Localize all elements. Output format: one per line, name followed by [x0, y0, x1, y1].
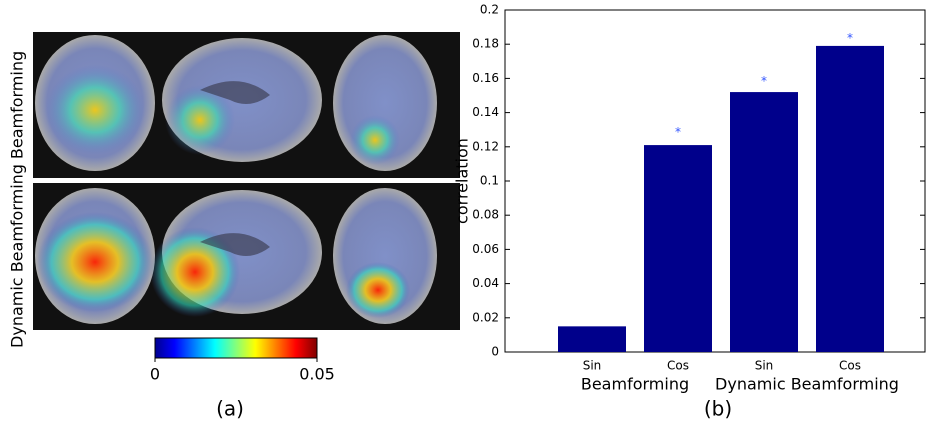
figure: Beamforming Dynamic Beamforming (a) (b) …	[0, 0, 931, 430]
significance-marker: *	[761, 74, 767, 88]
page: Beamforming Dynamic Beamforming (a) (b) …	[0, 0, 931, 430]
significance-marker: *	[847, 31, 853, 45]
y-tick-label: 0.18	[472, 37, 499, 51]
colorbar-tick-label: 0.05	[299, 365, 335, 384]
colorbar-tick-label: 0	[150, 365, 160, 384]
caption: (a)	[216, 397, 244, 421]
y-tick-label: 0.16	[472, 71, 499, 85]
y-tick-label: 0.12	[472, 139, 499, 153]
bar	[730, 92, 798, 352]
bar	[558, 326, 626, 352]
brain-images	[33, 32, 460, 330]
x-tick-label: Cos	[839, 359, 861, 373]
x-tick-label: Sin	[583, 359, 602, 373]
y-tick-label: 0.14	[472, 105, 499, 119]
colorbar	[155, 338, 317, 358]
x-tick-label: Sin	[755, 359, 774, 373]
y-tick-label: 0.08	[472, 208, 499, 222]
row-label: Beamforming	[8, 51, 27, 159]
row-label: Dynamic Beamforming	[8, 164, 27, 348]
y-tick-label: 0.02	[472, 310, 499, 324]
y-tick-label: 0.1	[480, 174, 499, 188]
group-label: Dynamic Beamforming	[715, 375, 899, 394]
caption: (b)	[704, 397, 732, 421]
group-label: Beamforming	[581, 375, 689, 394]
y-tick-label: 0.04	[472, 276, 499, 290]
y-tick-label: 0.2	[480, 3, 499, 17]
y-axis-label: correlation	[453, 138, 472, 224]
bar	[816, 46, 884, 352]
y-tick-label: 0.06	[472, 242, 499, 256]
significance-marker: *	[675, 125, 681, 139]
y-tick-label: 0	[491, 345, 499, 359]
x-tick-label: Cos	[667, 359, 689, 373]
bar	[644, 145, 712, 352]
